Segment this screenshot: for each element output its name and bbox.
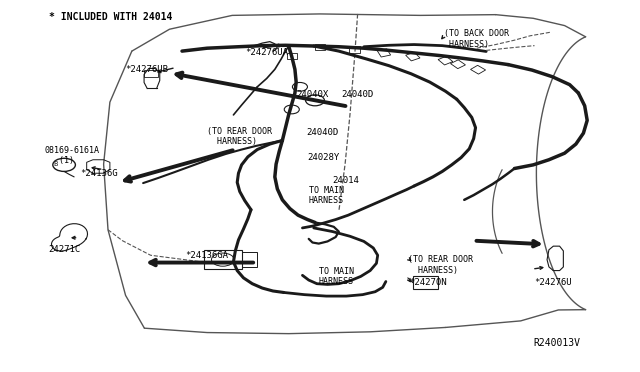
Bar [451,60,465,68]
Text: 24014: 24014 [333,176,360,185]
Text: *24270N: *24270N [410,278,447,287]
Text: * INCLUDED WITH 24014: * INCLUDED WITH 24014 [49,12,172,22]
Text: *24276UA: *24276UA [244,48,288,57]
Text: TO MAIN
HARNESS: TO MAIN HARNESS [308,186,344,205]
Text: *24276UB: *24276UB [125,65,168,74]
Text: 24040D: 24040D [341,90,374,99]
Text: *24136GA: *24136GA [185,251,228,260]
Text: (TO REAR DOOR
  HARNESS): (TO REAR DOOR HARNESS) [207,127,272,146]
Text: B: B [53,161,58,167]
Text: (TO BACK DOOR
 HARNESS): (TO BACK DOOR HARNESS) [444,29,509,49]
Text: 24040D: 24040D [306,128,339,137]
Bar [315,44,325,50]
Bar [470,65,486,74]
Bar [242,252,257,267]
Bar [287,52,297,59]
Text: R240013V: R240013V [533,338,580,348]
Text: 24271C: 24271C [49,245,81,254]
Text: *24276U: *24276U [534,278,572,287]
Bar [349,46,360,52]
Bar [406,52,420,61]
Text: 24040X: 24040X [296,90,328,99]
Bar [378,49,390,57]
Text: 24028Y: 24028Y [307,153,340,162]
Bar [413,276,438,289]
Text: 08169-6161A
   (1): 08169-6161A (1) [44,146,99,165]
Bar [204,250,242,269]
Text: TO MAIN
HARNESS: TO MAIN HARNESS [319,267,354,286]
Bar [145,70,158,77]
Text: (TO REAR DOOR
  HARNESS): (TO REAR DOOR HARNESS) [408,255,473,275]
Bar [438,56,452,65]
Text: *24136G: *24136G [81,169,118,177]
